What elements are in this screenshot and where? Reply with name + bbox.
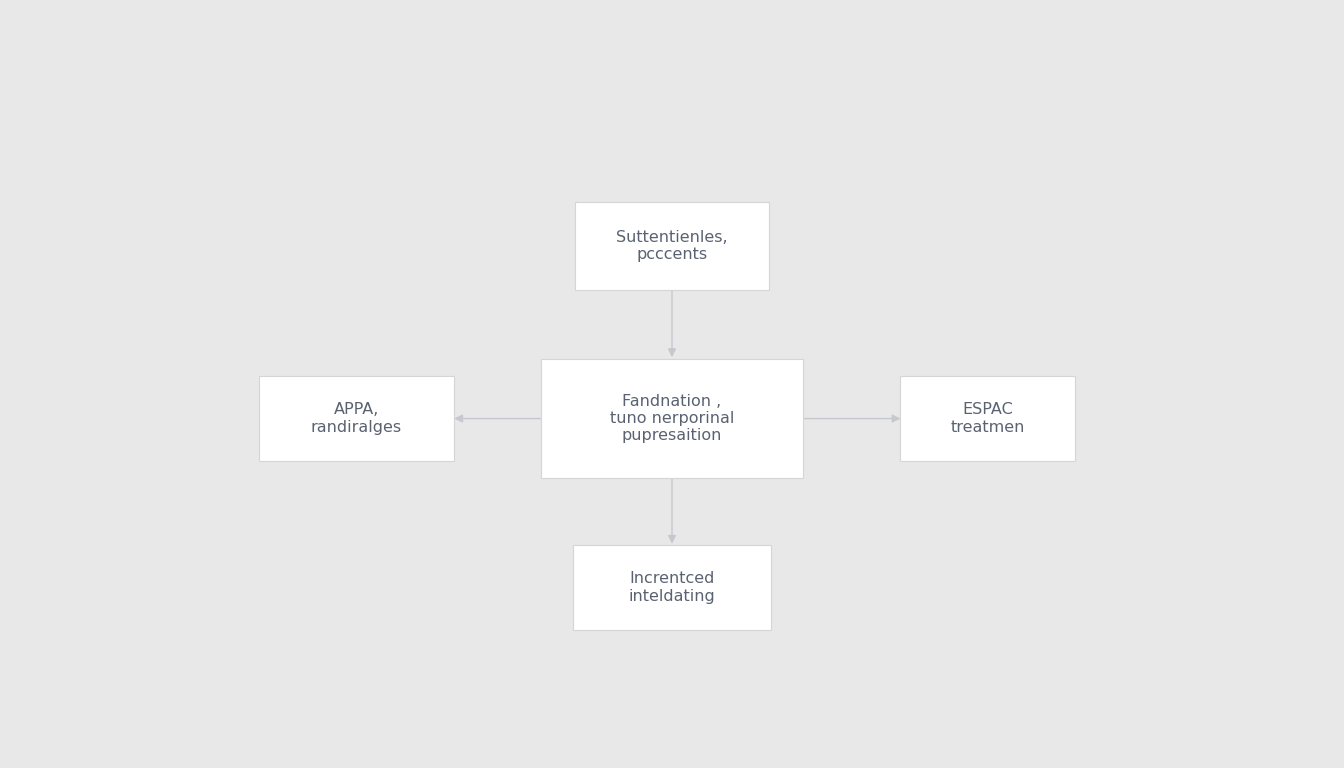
Text: APPA,
randiralges: APPA, randiralges	[310, 402, 402, 435]
Text: Suttentienles,
pcccents: Suttentienles, pcccents	[616, 230, 728, 262]
FancyBboxPatch shape	[573, 545, 771, 630]
FancyBboxPatch shape	[900, 376, 1075, 461]
Text: ESPA4      trial design: ESPA4 trial design	[435, 59, 909, 102]
Text: Fandnation ,
tuno nerporinal
pupresaition: Fandnation , tuno nerporinal pupresaitio…	[610, 394, 734, 443]
FancyBboxPatch shape	[574, 201, 769, 290]
Text: Increntced
inteldating: Increntced inteldating	[629, 571, 715, 604]
FancyBboxPatch shape	[258, 376, 454, 461]
FancyBboxPatch shape	[540, 359, 802, 478]
Text: ESPAC
treatmen: ESPAC treatmen	[950, 402, 1025, 435]
